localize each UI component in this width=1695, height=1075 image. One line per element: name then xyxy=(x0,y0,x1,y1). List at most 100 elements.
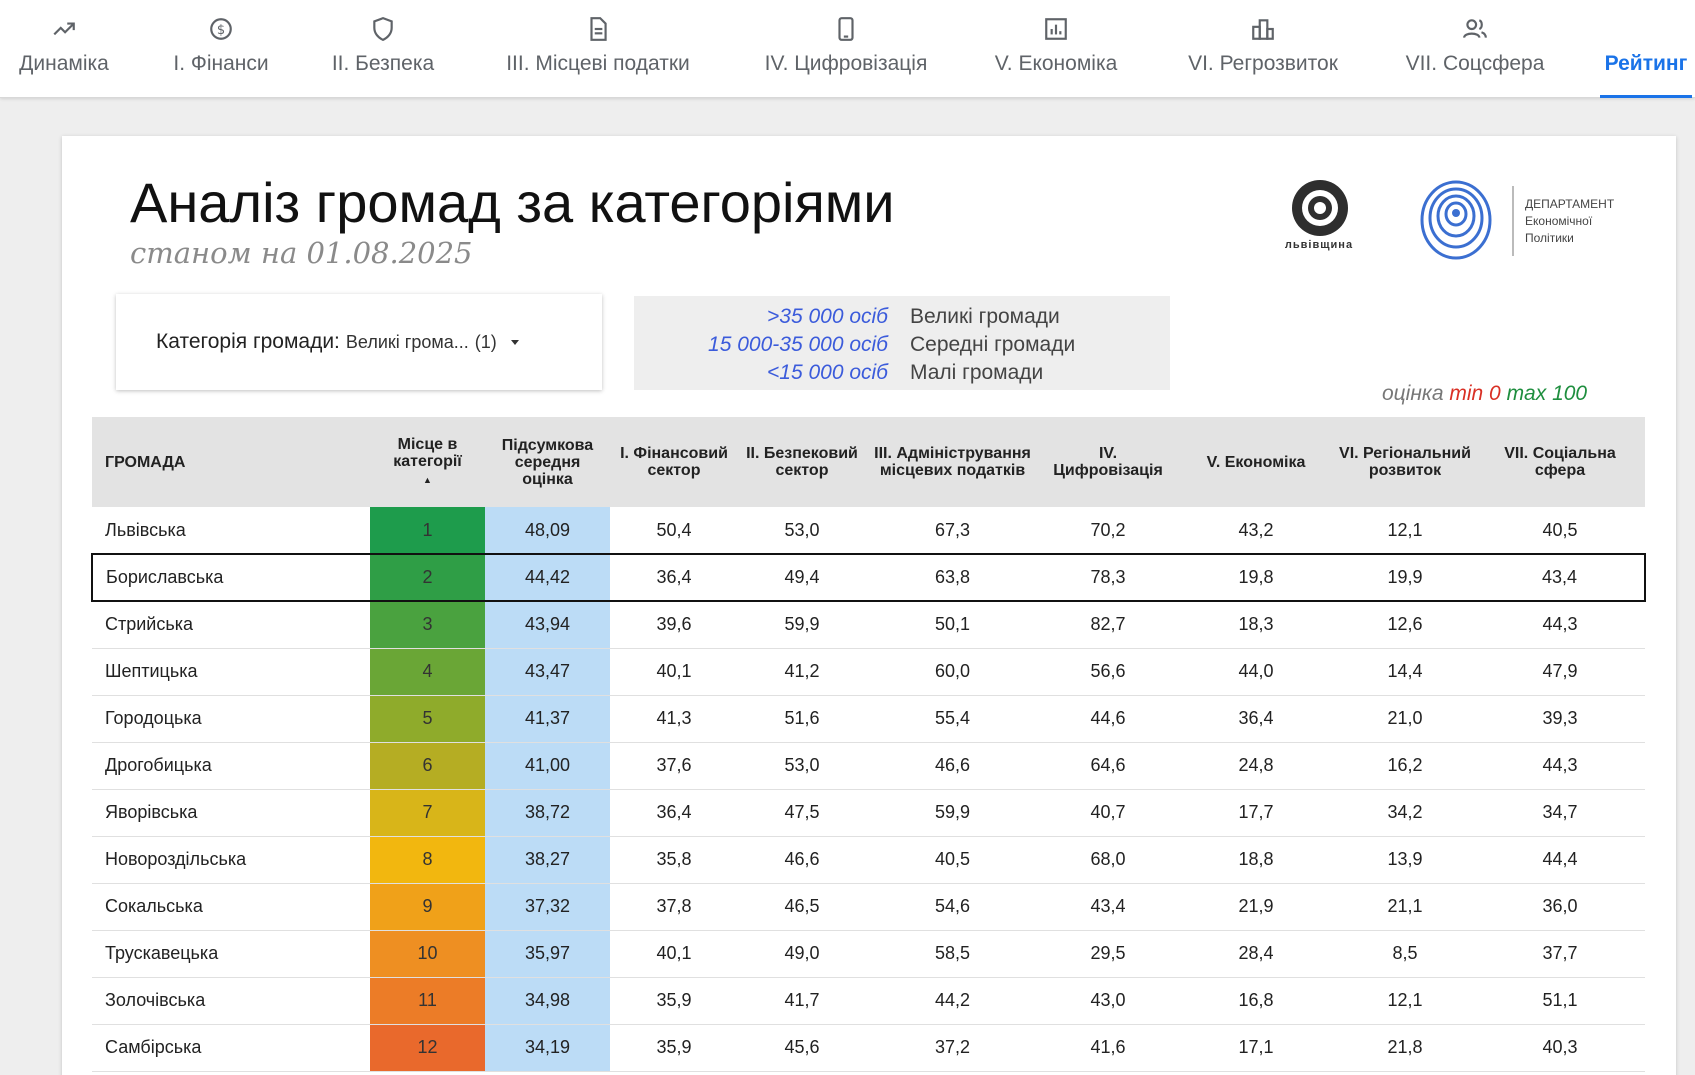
security-score: 41,7 xyxy=(738,977,866,1025)
security-score: 41,2 xyxy=(738,648,866,696)
average-score: 38,27 xyxy=(485,836,610,884)
tab-economy[interactable]: V. Економіка xyxy=(986,0,1126,98)
table-row[interactable]: Городоцька 5 41,37 41,3 51,6 55,4 44,6 36,4 21,0… xyxy=(92,695,1645,743)
table-row[interactable]: Яворівська 7 38,72 36,4 47,5 59,9 40,7 17,7 34,2… xyxy=(92,789,1645,837)
finance-score: 36,4 xyxy=(610,789,738,837)
table-row[interactable]: Золочівська 11 34,98 35,9 41,7 44,2 43,0 16,8 12… xyxy=(92,977,1645,1025)
local-taxes-score: 55,4 xyxy=(866,695,1039,743)
regional-score: 12,1 xyxy=(1335,977,1475,1025)
digitalization-score: 56,6 xyxy=(1039,648,1177,696)
tab-label: Динаміка xyxy=(19,52,109,75)
tab-label: VII. Соцсфера xyxy=(1405,52,1545,75)
social-score: 40,5 xyxy=(1475,507,1645,555)
report-date: станом на 01.08.2025 xyxy=(130,236,473,270)
table-row[interactable]: Дрогобицька 6 41,00 37,6 53,0 46,6 64,6 24,8 16,… xyxy=(92,742,1645,790)
social-score: 39,3 xyxy=(1475,695,1645,743)
social-score: 51,1 xyxy=(1475,977,1645,1025)
regional-score: 19,9 xyxy=(1335,553,1475,602)
community-name: Трускавецька xyxy=(92,930,370,978)
security-score: 49,4 xyxy=(738,553,866,602)
shield-icon xyxy=(368,14,398,44)
digitalization-score: 40,7 xyxy=(1039,789,1177,837)
local-taxes-score: 58,5 xyxy=(866,930,1039,978)
tab-label: І. Фінанси xyxy=(173,52,269,75)
col-header-local-taxes[interactable]: ІІІ. Адміністрування місцевих податків xyxy=(866,417,1039,507)
security-score: 53,0 xyxy=(738,507,866,555)
tab-security[interactable]: ІІ. Безпека xyxy=(324,0,442,98)
social-score: 44,4 xyxy=(1475,836,1645,884)
digitalization-score: 70,2 xyxy=(1039,507,1177,555)
rank-cell: 11 xyxy=(370,977,485,1025)
security-score: 49,0 xyxy=(738,930,866,978)
community-name: Стрийська xyxy=(92,601,370,649)
finance-score: 40,1 xyxy=(610,648,738,696)
col-header-economy[interactable]: V. Економіка xyxy=(1177,417,1335,507)
economy-score: 36,4 xyxy=(1177,695,1335,743)
col-header-community[interactable]: ГРОМАДА xyxy=(92,417,370,507)
col-header-rank[interactable]: Місце в категорії ▲ xyxy=(370,417,485,507)
logo-divider xyxy=(1512,186,1514,256)
table-body: Львівська 1 48,09 50,4 53,0 67,3 70,2 43,2 12,1 4… xyxy=(91,507,1646,1072)
phone-icon xyxy=(831,14,861,44)
table-row[interactable]: Трускавецька 10 35,97 40,1 49,0 58,5 29,5 28,4 8… xyxy=(92,930,1645,978)
social-score: 37,7 xyxy=(1475,930,1645,978)
community-name: Яворівська xyxy=(92,789,370,837)
economy-score: 21,9 xyxy=(1177,883,1335,931)
sort-asc-icon: ▲ xyxy=(423,474,432,485)
community-name: Шептицька xyxy=(92,648,370,696)
finance-score: 35,9 xyxy=(610,977,738,1025)
table-row[interactable]: Шептицька 4 43,47 40,1 41,2 60,0 56,6 44,0 14,4 4… xyxy=(92,648,1645,696)
col-header-regional[interactable]: VI. Регіональний розвиток xyxy=(1335,417,1475,507)
table-row[interactable]: Самбірська 12 34,19 35,9 45,6 37,2 41,6 17,1 21,… xyxy=(92,1024,1645,1072)
community-name: Городоцька xyxy=(92,695,370,743)
tab-local-taxes[interactable]: ІІІ. Місцеві податки xyxy=(491,0,705,98)
average-score: 34,19 xyxy=(485,1024,610,1072)
economy-score: 18,3 xyxy=(1177,601,1335,649)
rank-cell: 4 xyxy=(370,648,485,696)
col-header-finance[interactable]: І. Фінансовий сектор xyxy=(610,417,738,507)
regional-score: 12,1 xyxy=(1335,507,1475,555)
table-row[interactable]: Бориславська 2 44,42 36,4 49,4 63,8 78,3 19,8 19… xyxy=(91,553,1646,602)
table-row[interactable]: Новороздільська 8 38,27 35,8 46,6 40,5 68,0 18,… xyxy=(92,836,1645,884)
legend-name: Середні громади xyxy=(910,333,1076,356)
social-score: 44,3 xyxy=(1475,601,1645,649)
table-row[interactable]: Львівська 1 48,09 50,4 53,0 67,3 70,2 43,2 12,1 4… xyxy=(92,507,1645,555)
score-min: min 0 xyxy=(1449,382,1501,405)
local-taxes-score: 44,2 xyxy=(866,977,1039,1025)
average-score: 41,00 xyxy=(485,742,610,790)
rank-cell: 7 xyxy=(370,789,485,837)
social-score: 36,0 xyxy=(1475,883,1645,931)
table-row[interactable]: Стрийська 3 43,94 39,6 59,9 50,1 82,7 18,3 12,6 4… xyxy=(92,601,1645,649)
local-taxes-score: 50,1 xyxy=(866,601,1039,649)
svg-text:$: $ xyxy=(217,23,225,38)
community-name: Золочівська xyxy=(92,977,370,1025)
security-score: 46,5 xyxy=(738,883,866,931)
community-category-filter[interactable]: Категорія громади: Великі грома... (1) xyxy=(116,294,602,390)
tab-dynamics[interactable]: Динаміка xyxy=(10,0,118,98)
col-header-security[interactable]: ІІ. Безпековий сектор xyxy=(738,417,866,507)
document-icon xyxy=(583,14,613,44)
finance-score: 41,3 xyxy=(610,695,738,743)
tab-digitalization[interactable]: IV. Цифровізація xyxy=(754,0,938,98)
tab-regional-development[interactable]: VI. Регрозвиток xyxy=(1176,0,1350,98)
social-score: 40,3 xyxy=(1475,1024,1645,1072)
digitalization-score: 43,0 xyxy=(1039,977,1177,1025)
tab-social[interactable]: VII. Соцсфера xyxy=(1400,0,1550,98)
finance-score: 50,4 xyxy=(610,507,738,555)
table-header-row: ГРОМАДА Місце в категорії ▲ Підсумкова се… xyxy=(92,417,1645,507)
tab-label: ІІІ. Місцеві податки xyxy=(506,52,690,75)
economy-score: 43,2 xyxy=(1177,507,1335,555)
legend-row: 15 000-35 000 осіб Середні громади xyxy=(634,333,1170,361)
col-header-digitalization[interactable]: IV. Цифровізація xyxy=(1039,417,1177,507)
tab-label: ІІ. Безпека xyxy=(331,52,435,75)
tab-finance[interactable]: $ І. Фінанси xyxy=(166,0,276,98)
col-header-average[interactable]: Підсумкова середня оцінка xyxy=(485,417,610,507)
security-score: 45,6 xyxy=(738,1024,866,1072)
finance-score: 35,9 xyxy=(610,1024,738,1072)
col-header-social[interactable]: VII. Соціальна сфера xyxy=(1475,417,1645,507)
security-score: 59,9 xyxy=(738,601,866,649)
security-score: 53,0 xyxy=(738,742,866,790)
score-range: оцінка min 0 max 100 xyxy=(1382,382,1588,405)
tab-rating[interactable]: Рейтинг xyxy=(1600,0,1692,98)
table-row[interactable]: Сокальська 9 37,32 37,8 46,5 54,6 43,4 21,9 21,1… xyxy=(92,883,1645,931)
